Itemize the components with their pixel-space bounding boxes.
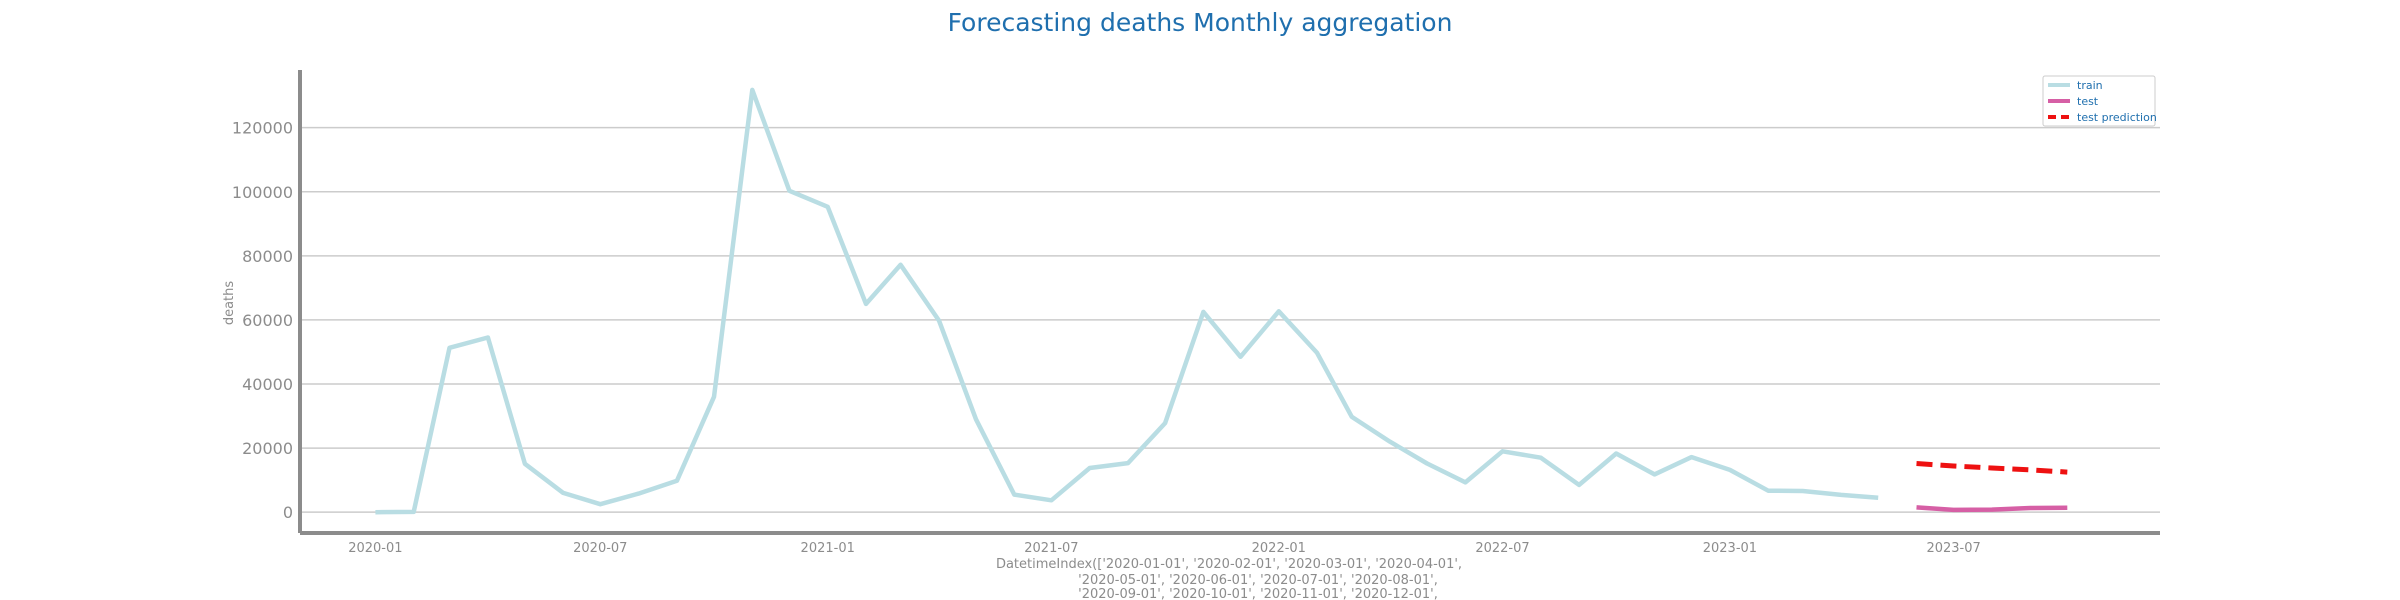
axes <box>298 70 2160 535</box>
y-axis-label: deaths <box>222 281 237 326</box>
legend-label-test: test <box>2077 95 2099 108</box>
y-tick-label: 0 <box>283 503 293 522</box>
y-tick-label: 40000 <box>242 375 293 394</box>
legend-label-train: train <box>2077 79 2103 92</box>
x-axis-label-line: DatetimeIndex(['2020-01-01', '2020-02-01… <box>996 557 1462 572</box>
y-tick-label: 60000 <box>242 311 293 330</box>
chart-title: Forecasting deaths Monthly aggregation <box>948 8 1453 37</box>
x-tick-label: 2022-01 <box>1252 541 1306 556</box>
x-tick-label: 2020-07 <box>573 541 627 556</box>
x-tick-label: 2020-01 <box>348 541 402 556</box>
legend-label-test-prediction: test prediction <box>2077 111 2157 124</box>
x-axis-label: DatetimeIndex(['2020-01-01', '2020-02-01… <box>996 557 1462 600</box>
x-tick-label: 2022-07 <box>1475 541 1529 556</box>
x-axis-label-line: '2020-05-01', '2020-06-01', '2020-07-01'… <box>1078 573 1438 588</box>
series-line-test-prediction <box>1916 461 2068 475</box>
x-tick-label: 2021-07 <box>1024 541 1078 556</box>
x-tick-label: 2023-07 <box>1926 541 1980 556</box>
x-axis-label-line: '2020-09-01', '2020-10-01', '2020-11-01'… <box>1078 587 1438 600</box>
x-tick-label: 2021-01 <box>801 541 855 556</box>
series-line-test <box>1916 505 2068 513</box>
legend: train test test prediction <box>2042 75 2157 127</box>
y-tick-labels: 0 20000 40000 60000 80000 100000 120000 <box>232 119 293 522</box>
series-lines <box>375 87 2068 515</box>
x-tick-label: 2023-01 <box>1703 541 1757 556</box>
y-tick-label: 80000 <box>242 247 293 266</box>
legend-box <box>2042 75 2156 127</box>
series-line-train <box>375 87 1879 515</box>
y-tick-label: 120000 <box>232 119 293 138</box>
y-tick-label: 20000 <box>242 439 293 458</box>
gridlines <box>300 126 2160 513</box>
x-tick-labels: 2020-01 2020-07 2021-01 2021-07 2022-01 2022-… <box>348 541 1981 556</box>
y-tick-label: 100000 <box>232 183 293 202</box>
